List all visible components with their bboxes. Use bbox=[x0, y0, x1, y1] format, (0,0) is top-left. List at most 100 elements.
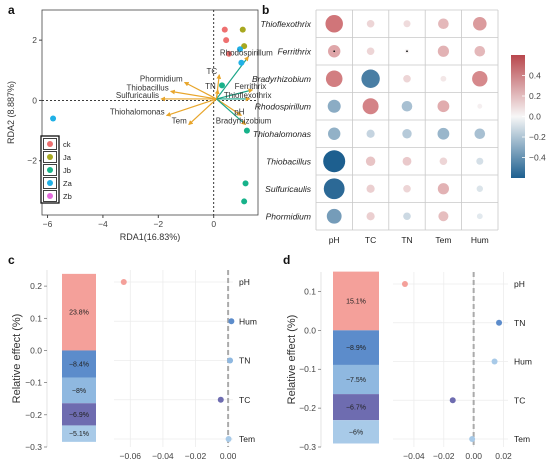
effect-dot bbox=[469, 436, 476, 442]
legend-label: Jb bbox=[63, 166, 71, 175]
dot-x-tick-label: 0.02 bbox=[495, 451, 512, 461]
column-label: pH bbox=[329, 235, 340, 245]
effect-bar bbox=[333, 271, 379, 331]
sample-point bbox=[241, 198, 248, 205]
legend-label: ck bbox=[63, 140, 71, 149]
effect-dot-label: pH bbox=[239, 277, 250, 287]
heatmap-cell bbox=[439, 157, 448, 166]
effect-dot bbox=[401, 281, 408, 287]
vector-label: Phormidium bbox=[140, 74, 183, 83]
heatmap-cell bbox=[361, 69, 380, 88]
effect-bar bbox=[333, 364, 379, 395]
effect-dot-label: TN bbox=[239, 356, 250, 366]
effect-dot bbox=[120, 279, 127, 285]
heatmap-cell bbox=[328, 127, 341, 140]
x-tick-label: −6 bbox=[43, 219, 53, 229]
vector-arrow bbox=[183, 81, 217, 100]
heatmap-cell bbox=[472, 71, 488, 87]
y-tick-label: −0.1 bbox=[299, 364, 316, 374]
dot-x-tick-label: −0.06 bbox=[120, 451, 142, 461]
effect-bar-label: 15.1% bbox=[346, 298, 366, 305]
vector-arrow bbox=[216, 98, 243, 117]
heatmap-cell bbox=[437, 45, 449, 57]
sample-point bbox=[50, 115, 57, 122]
legend-label: Za bbox=[63, 179, 73, 188]
effect-dot-label: TC bbox=[514, 395, 525, 405]
effect-bar bbox=[62, 273, 96, 351]
row-label: Rhodospirillum bbox=[255, 101, 311, 111]
effect-bar-label: −7.5% bbox=[346, 377, 366, 384]
heatmap-cell bbox=[366, 129, 375, 138]
panel-label-c: c bbox=[8, 253, 15, 267]
sample-point bbox=[242, 180, 249, 187]
heatmap-cell bbox=[366, 47, 375, 56]
heatmap-cell bbox=[403, 212, 411, 221]
heatmap-cell bbox=[474, 45, 486, 57]
effect-bar-label: 23.8% bbox=[69, 310, 89, 317]
row-label: Bradyrhizobium bbox=[252, 74, 311, 84]
row-label: Ferrithrix bbox=[277, 46, 311, 56]
dot-x-tick-label: −0.02 bbox=[185, 451, 207, 461]
vector-label: Thiohalomonas bbox=[110, 108, 165, 117]
vector-label: TC bbox=[207, 67, 218, 76]
relative-effect-chart-d: 0.1 0.0 −0.1 −0.2 −0.3 Relative effect (%) 15.… bbox=[286, 271, 532, 461]
heatmap-cell bbox=[323, 150, 346, 173]
y-tick-label: 0.2 bbox=[30, 281, 42, 291]
effect-bar-label: −6.9% bbox=[69, 412, 89, 419]
vector-arrow bbox=[214, 89, 220, 100]
y-tick-label: −0.2 bbox=[299, 403, 316, 413]
colorbar-tick-label: 0.4 bbox=[529, 71, 541, 81]
dot-x-tick-label: 0.00 bbox=[465, 451, 482, 461]
relative-effect-chart-c: 0.2 0.1 0.0 −0.1 −0.2 −0.3 Relative effect (%)… bbox=[11, 270, 257, 461]
effect-bar bbox=[333, 394, 379, 421]
effect-bar-label: −8.9% bbox=[346, 345, 366, 352]
row-label: Phormidium bbox=[266, 211, 311, 221]
effect-dot-label: Tem bbox=[239, 434, 255, 444]
rda-biplot: −6 −4 −2 0 −2 0 2 RDA1(16.83%) RDA2 (8.887%) Rhod… bbox=[6, 9, 273, 242]
heatmap-cell bbox=[438, 211, 449, 222]
x-axis-title: RDA1(16.83%) bbox=[120, 232, 181, 242]
vector-arrow bbox=[216, 98, 247, 126]
effect-bar bbox=[62, 350, 96, 378]
heatmap-cell bbox=[365, 156, 376, 166]
legend-swatch bbox=[47, 180, 53, 186]
effect-bar bbox=[333, 420, 379, 444]
effect-dot-label: Hum bbox=[514, 357, 532, 367]
heatmap-cell bbox=[437, 183, 449, 195]
effect-dot bbox=[491, 358, 498, 365]
sample-point bbox=[221, 26, 228, 33]
legend-swatch bbox=[47, 154, 53, 160]
legend-label: Zb bbox=[63, 192, 72, 201]
legend-label: Ja bbox=[63, 153, 72, 162]
column-label: Tem bbox=[435, 235, 451, 245]
row-label: Thiohalomonas bbox=[253, 129, 312, 139]
y-tick-label: −0.3 bbox=[25, 442, 42, 452]
effect-bar-label: −6% bbox=[349, 429, 363, 436]
row-label: Thiobacillus bbox=[266, 156, 312, 166]
effect-dot bbox=[227, 357, 234, 364]
vector-arrow bbox=[165, 98, 217, 117]
effect-bar bbox=[62, 403, 96, 426]
vector-arrow bbox=[188, 98, 217, 126]
sample-point bbox=[239, 26, 246, 33]
effect-bar-label: −5.1% bbox=[69, 431, 89, 438]
effect-dot-label: Hum bbox=[239, 316, 257, 326]
effect-bar bbox=[62, 425, 96, 442]
y-tick-label: 0.1 bbox=[30, 313, 42, 323]
heatmap-cell bbox=[476, 185, 483, 192]
y-tick-label: 2 bbox=[32, 35, 37, 45]
sample-point bbox=[241, 43, 248, 50]
sample-point bbox=[219, 82, 225, 89]
heatmap-cell bbox=[474, 128, 486, 140]
heatmap-cell bbox=[437, 100, 450, 113]
y-tick-label: −0.1 bbox=[25, 378, 42, 388]
heatmap-cell bbox=[477, 103, 483, 109]
y-axis-title: Relative effect (%) bbox=[286, 315, 298, 405]
dot-x-tick-label: −0.04 bbox=[152, 451, 174, 461]
x-tick-label: −4 bbox=[98, 219, 108, 229]
row-label: Thioflexothrix bbox=[260, 19, 311, 29]
heatmap-cell bbox=[476, 157, 484, 165]
vector-label: Rhodospirillum bbox=[220, 49, 273, 58]
colorbar-tick-label: 0.2 bbox=[529, 91, 541, 101]
